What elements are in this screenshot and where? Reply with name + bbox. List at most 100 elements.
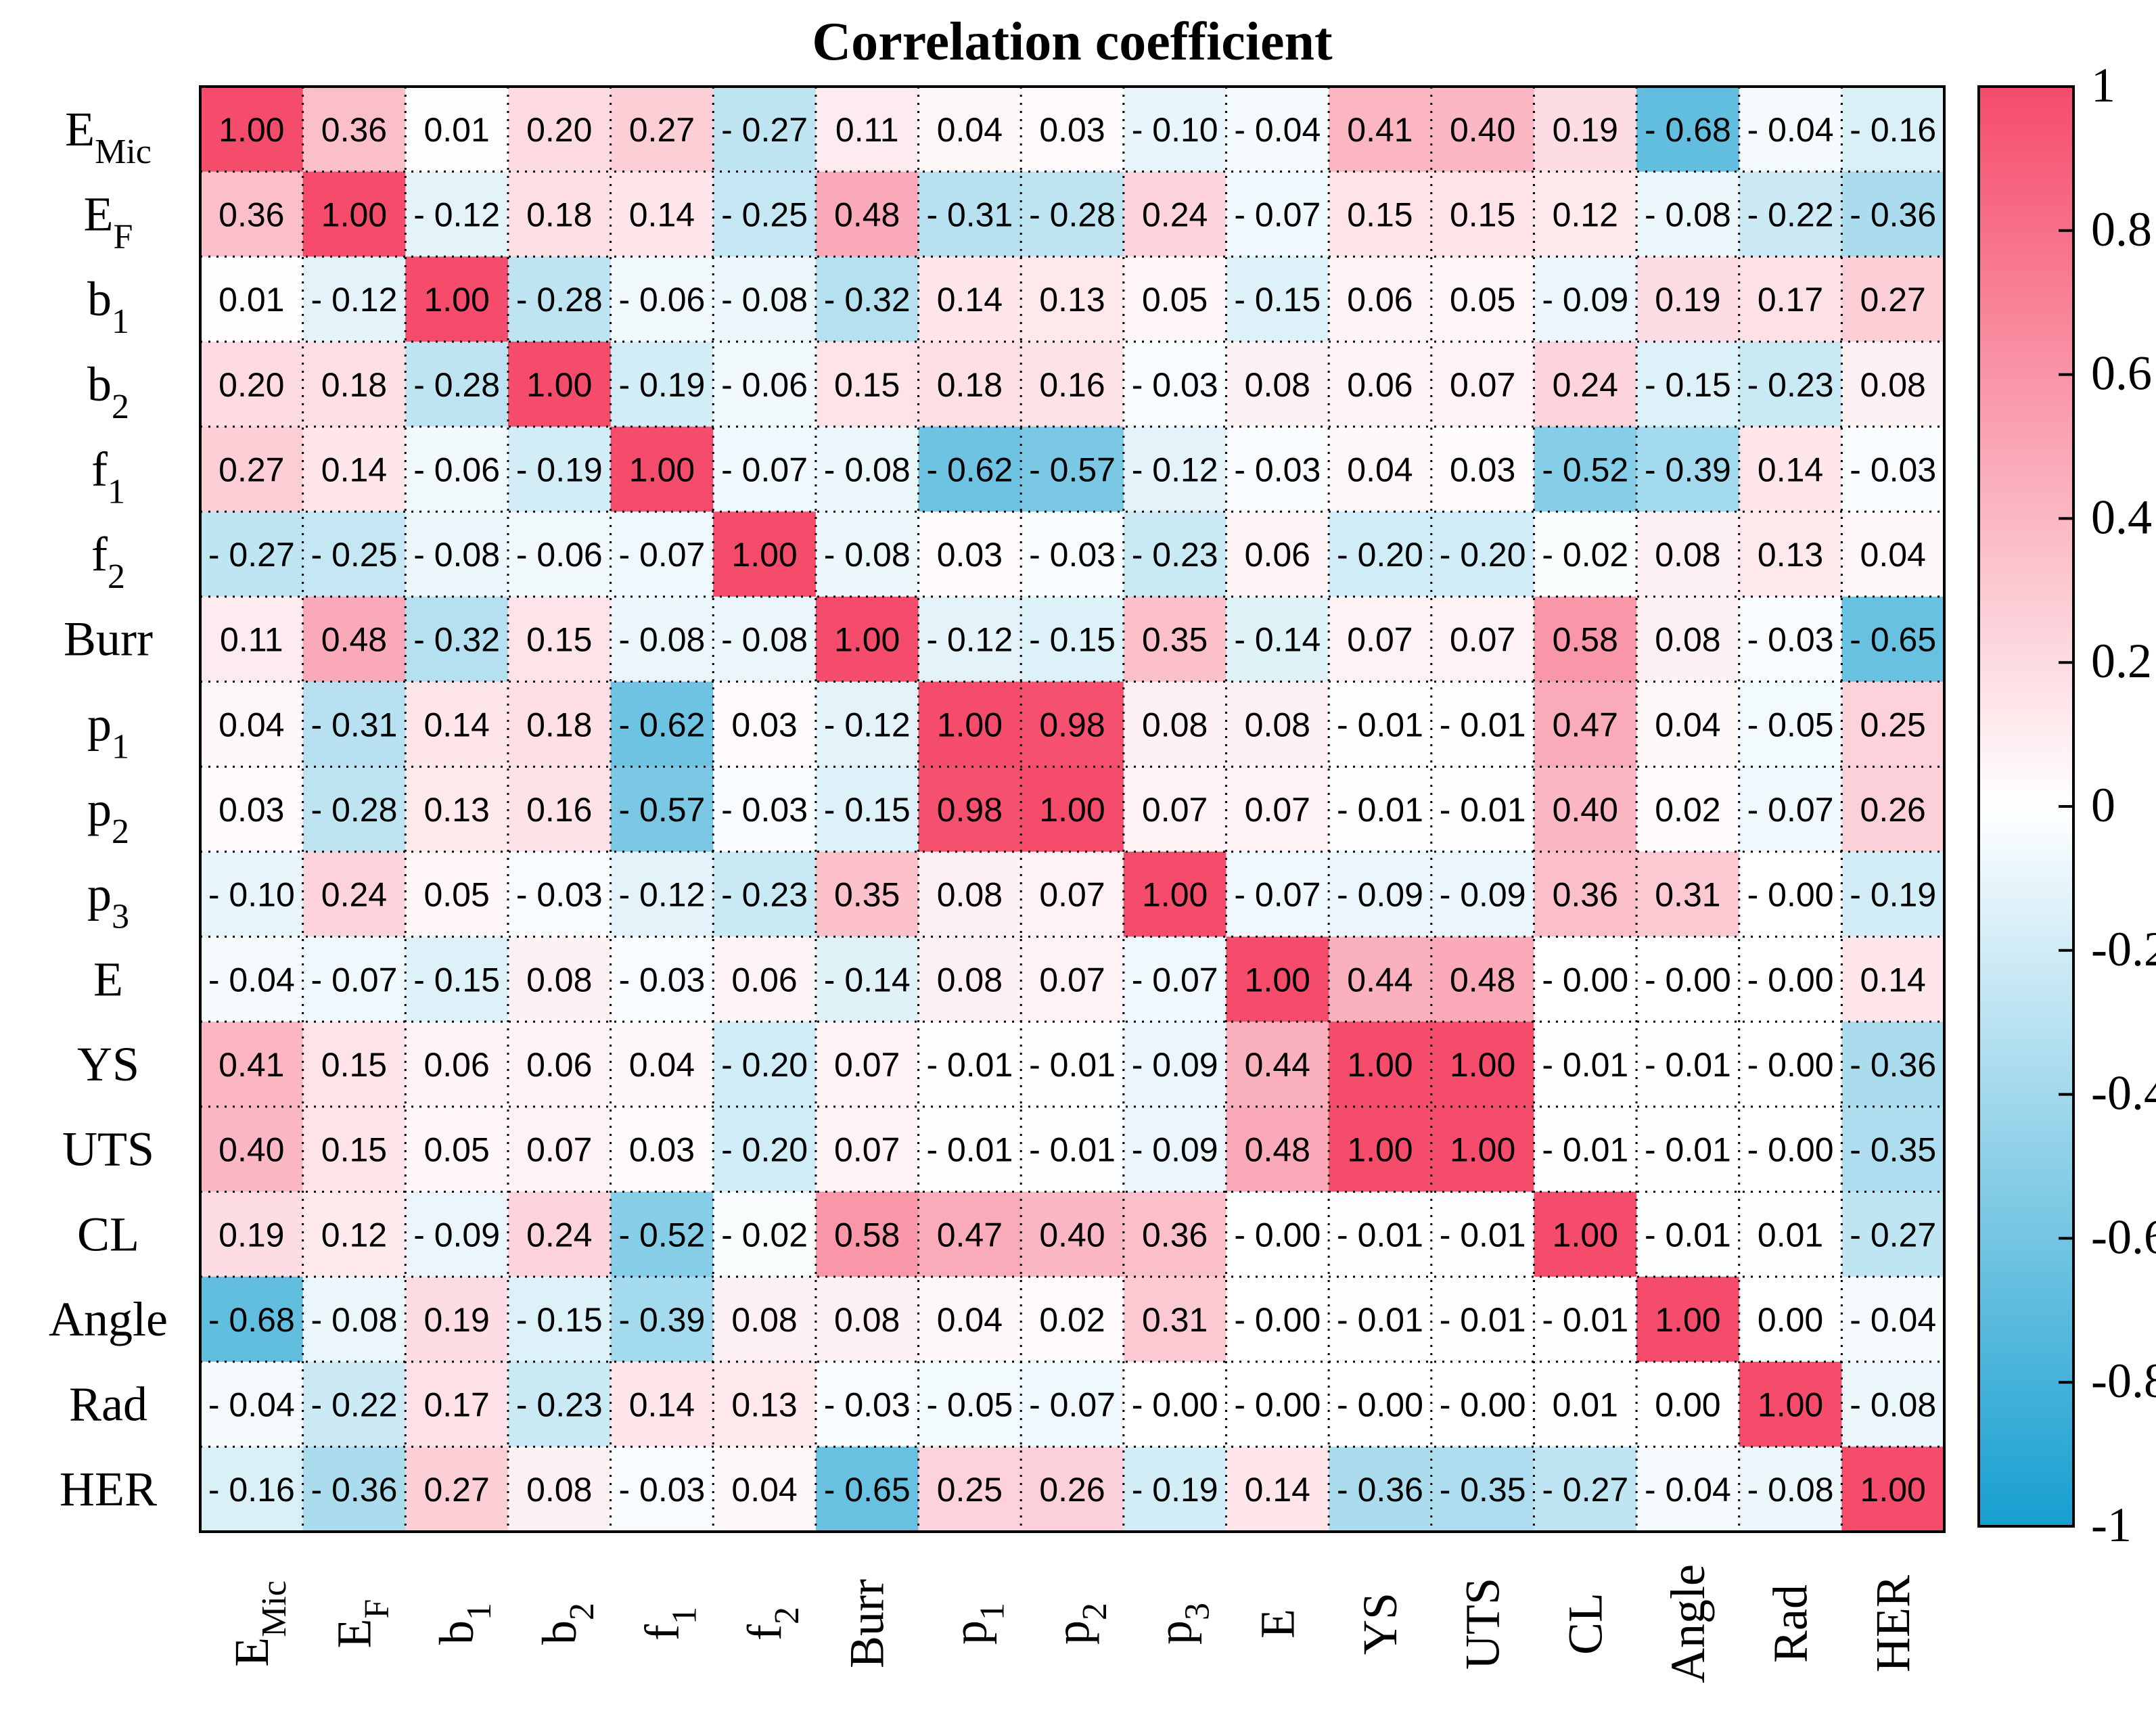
- heatmap-cell: [405, 511, 509, 597]
- row-label: YS: [77, 1037, 139, 1091]
- cell-value-label: 0.05: [423, 876, 489, 914]
- cell-value-label: 1.00: [1450, 1131, 1515, 1169]
- heatmap-cell: [1841, 1022, 1945, 1107]
- cell-value-label: 0.07: [1347, 621, 1413, 659]
- cell-value-label: 0.47: [1553, 706, 1618, 744]
- heatmap-cell: [302, 596, 406, 683]
- cell-value-label: - 0.36: [1337, 1471, 1423, 1509]
- cell-value-label: 0.13: [1758, 536, 1823, 574]
- cell-value-label: - 0.00: [1234, 1301, 1321, 1339]
- heatmap-cell: [507, 1277, 612, 1363]
- heatmap-cell: [1739, 851, 1842, 938]
- cell-value-label: 0.03: [731, 706, 797, 744]
- heatmap-cell: [918, 511, 1022, 597]
- row-label: Rad: [69, 1377, 147, 1432]
- cell-value-label: 0.13: [423, 791, 489, 829]
- heatmap-cell: [1021, 681, 1124, 767]
- heatmap-cell: [1636, 596, 1740, 683]
- heatmap-cell: [405, 936, 509, 1022]
- cell-value-label: - 0.35: [1850, 1131, 1936, 1169]
- cell-value-label: - 0.32: [413, 621, 500, 659]
- cell-value-label: - 0.12: [311, 281, 398, 319]
- cell-value-label: - 0.01: [1440, 791, 1526, 829]
- cell-value-label: 0.06: [526, 1046, 592, 1084]
- cell-value-label: - 0.03: [1747, 621, 1834, 659]
- colorbar-tick-label: 0: [2091, 778, 2115, 832]
- heatmap-cell: [1226, 511, 1329, 597]
- heatmap-cell: [1431, 1277, 1535, 1363]
- heatmap-cell: [1329, 426, 1432, 512]
- heatmap-cell: [610, 511, 714, 597]
- heatmap-cell: [1021, 936, 1124, 1022]
- heatmap-cell: [1226, 1022, 1329, 1107]
- heatmap-cell: [1226, 851, 1329, 938]
- heatmap-cell: [507, 426, 612, 512]
- cell-value-label: 0.44: [1245, 1046, 1310, 1084]
- cell-value-label: 0.05: [423, 1131, 489, 1169]
- heatmap-cell: [1841, 936, 1945, 1022]
- cell-value-label: 0.48: [834, 196, 900, 233]
- cell-value-label: 0.02: [1655, 791, 1720, 829]
- cell-value-label: - 0.23: [516, 1386, 603, 1424]
- heatmap-cell: [1329, 851, 1432, 938]
- heatmap-cell: [1739, 681, 1842, 767]
- cell-value-label: 0.01: [1758, 1216, 1823, 1254]
- cell-value-label: 0.07: [1450, 621, 1515, 659]
- heatmap-cell: [1431, 596, 1535, 683]
- heatmap-cell: [1636, 936, 1740, 1022]
- heatmap-cell: [1841, 341, 1945, 428]
- heatmap-cell: [815, 596, 919, 683]
- heatmap-cell: [713, 851, 817, 938]
- cell-value-label: - 0.09: [1440, 876, 1526, 914]
- cell-value-label: 0.14: [1758, 451, 1823, 488]
- heatmap-cell: [200, 426, 304, 512]
- heatmap-cell: [1636, 341, 1740, 428]
- cell-value-label: 0.15: [321, 1046, 387, 1084]
- row-label: Burr: [64, 612, 153, 666]
- cell-value-label: - 0.00: [1747, 1046, 1834, 1084]
- heatmap-cell: [1021, 1191, 1124, 1277]
- heatmap-cell: [1739, 511, 1842, 597]
- heatmap-cell: [1329, 1446, 1432, 1532]
- cell-value-label: 0.15: [526, 621, 592, 659]
- column-label: p3: [1148, 1603, 1217, 1645]
- cell-value-label: - 0.08: [311, 1301, 398, 1339]
- heatmap-cell: [1329, 256, 1432, 342]
- cell-value-label: - 0.27: [1542, 1471, 1628, 1509]
- heatmap-cell: [713, 171, 817, 257]
- cell-value-label: 0.07: [1450, 366, 1515, 404]
- heatmap-cell: [918, 936, 1022, 1022]
- cell-value-label: - 0.03: [618, 961, 705, 999]
- column-label: Rad: [1764, 1584, 1818, 1663]
- row-label: HER: [60, 1462, 157, 1516]
- heatmap-cell: [1534, 1277, 1637, 1363]
- column-label: HER: [1866, 1575, 1920, 1672]
- heatmap-cell: [1226, 1361, 1329, 1447]
- cell-value-label: - 0.01: [1337, 1301, 1423, 1339]
- colorbar-tick-label: 1: [2091, 58, 2115, 112]
- cell-value-label: 0.03: [219, 791, 284, 829]
- heatmap-cell: [713, 936, 817, 1022]
- heatmap-cell: [1329, 1277, 1432, 1363]
- cell-value-label: - 0.07: [1234, 876, 1321, 914]
- cell-value-label: 0.04: [629, 1046, 695, 1084]
- cell-value-label: 1.00: [1655, 1301, 1720, 1339]
- heatmap-cell: [200, 511, 304, 597]
- heatmap-cell: [1431, 1106, 1535, 1193]
- heatmap-cell: [1226, 256, 1329, 342]
- heatmap-cell: [1123, 596, 1227, 683]
- cell-value-label: 0.31: [1142, 1301, 1208, 1339]
- cell-value-label: - 0.01: [1029, 1131, 1116, 1169]
- heatmap-cell: [1431, 1191, 1535, 1277]
- cell-value-label: - 0.03: [1234, 451, 1321, 488]
- cell-value-label: - 0.00: [1645, 961, 1731, 999]
- cell-value-label: - 0.06: [413, 451, 500, 488]
- row-label: EF: [84, 187, 133, 256]
- heatmap-cell: [1123, 87, 1227, 173]
- heatmap-cell: [1226, 596, 1329, 683]
- column-label: EMic: [225, 1580, 294, 1667]
- cell-value-label: 0.13: [731, 1386, 797, 1424]
- heatmap-cell: [507, 1191, 612, 1277]
- cell-value-label: - 0.09: [1132, 1131, 1218, 1169]
